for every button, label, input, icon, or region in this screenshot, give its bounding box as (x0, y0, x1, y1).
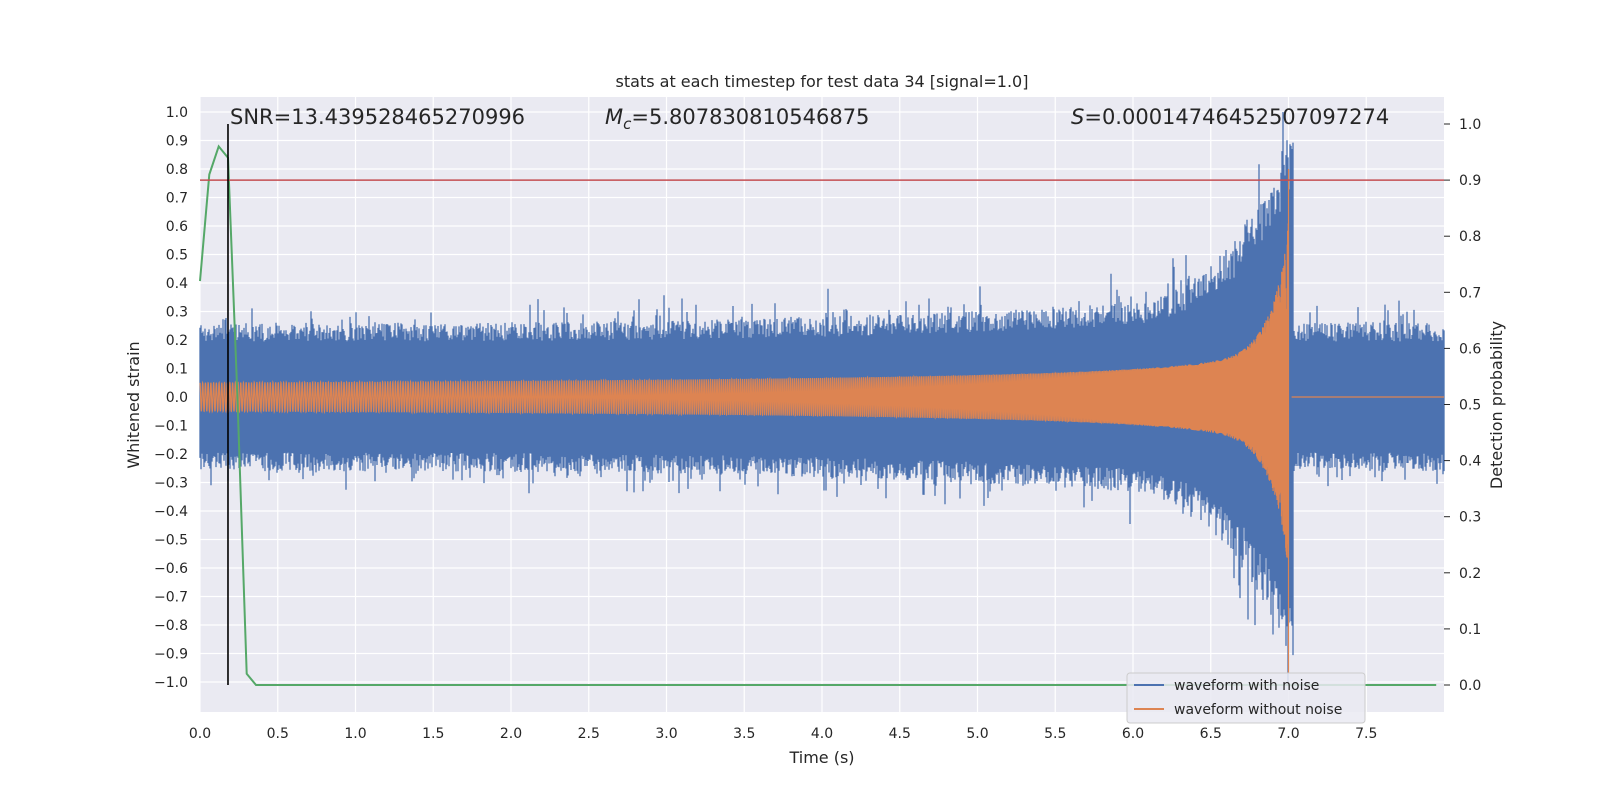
y-left-tick-label: −1.0 (154, 675, 188, 691)
x-tick-label: 3.0 (655, 726, 677, 742)
y-right-tick-label: 0.4 (1459, 454, 1481, 470)
mc-annotation: Mc=5.807830810546875 (605, 105, 869, 133)
y-left-tick-label: −0.6 (154, 561, 188, 577)
x-tick-label: 4.5 (889, 726, 911, 742)
x-tick-label: 0.0 (189, 726, 211, 742)
y-right-tick-label: 1.0 (1459, 117, 1481, 133)
mc-value: =5.807830810546875 (631, 105, 869, 129)
chart-title: stats at each timestep for test data 34 … (616, 72, 1029, 91)
series-detection-probability (199, 144, 1437, 686)
y-left-tick-label: 0.2 (166, 333, 188, 349)
mc-symbol: M (605, 105, 623, 129)
legend-label-clean: waveform without noise (1174, 702, 1342, 718)
legend-label-noise: waveform with noise (1174, 678, 1319, 694)
x-tick-label: 6.0 (1122, 726, 1144, 742)
x-tick-label: 4.0 (811, 726, 833, 742)
x-axis-label: Time (s) (788, 748, 854, 767)
y-left-tick-label: 0.8 (166, 162, 188, 178)
reference-lines (200, 124, 1444, 685)
x-tick-label: 6.5 (1200, 726, 1222, 742)
y-left-tick-label: 0.9 (166, 134, 188, 150)
y-left-tick-label: 0.6 (166, 219, 188, 235)
s-symbol: S (1071, 105, 1084, 129)
y-right-tick-label: 0.8 (1459, 229, 1481, 245)
clean-waveform-path (199, 169, 1444, 674)
y-right-tick-label: 0.5 (1459, 398, 1481, 414)
y-left-tick-label: −0.4 (154, 504, 188, 520)
ticks: 0.0 0.5 1.0 1.5 2.0 2.5 3.0 3.5 4.0 4.5 5.0 5.5 6.0 6… (154, 105, 1481, 742)
x-tick-label: 1.5 (422, 726, 444, 742)
y-left-tick-label: 1.0 (166, 105, 188, 121)
y-axis-left-label: Whitened strain (124, 341, 143, 468)
y-left-tick-label: 0.0 (166, 390, 188, 406)
y-axis-right-label: Detection probability (1487, 321, 1506, 489)
snr-annotation: SNR=13.439528465270996 (230, 105, 525, 129)
x-tick-label: 7.5 (1355, 726, 1377, 742)
x-tick-label: 2.0 (500, 726, 522, 742)
y-left-tick-label: −0.2 (154, 447, 188, 463)
y-left-tick-label: −0.7 (154, 590, 188, 606)
y-left-tick-label: 0.3 (166, 305, 188, 321)
y-left-tick-label: −0.1 (154, 419, 188, 435)
legend: waveform with noise waveform without noi… (1126, 672, 1366, 724)
mc-subscript: c (623, 115, 632, 133)
y-right-tick-label: 0.6 (1459, 341, 1481, 357)
y-right-tick-label: 0.2 (1459, 566, 1481, 582)
y-right-tick-label: 0.0 (1459, 678, 1481, 694)
y-left-tick-label: −0.8 (154, 618, 188, 634)
s-value: =0.00014746452507097274 (1084, 105, 1389, 129)
y-right-tick-label: 0.1 (1459, 622, 1481, 638)
y-left-tick-label: 0.4 (166, 276, 188, 292)
y-left-tick-label: −0.5 (154, 533, 188, 549)
s-annotation: S=0.00014746452507097274 (1071, 105, 1389, 129)
x-tick-label: 2.5 (578, 726, 600, 742)
y-left-tick-label: −0.3 (154, 476, 188, 492)
x-tick-label: 5.5 (1044, 726, 1066, 742)
y-left-tick-label: −0.9 (154, 647, 188, 663)
y-left-tick-label: 0.7 (166, 191, 188, 207)
y-right-tick-label: 0.7 (1459, 285, 1481, 301)
y-left-tick-label: 0.1 (166, 362, 188, 378)
legend-box (1126, 672, 1366, 724)
x-tick-label: 3.5 (733, 726, 755, 742)
x-tick-label: 7.0 (1277, 726, 1299, 742)
x-tick-label: 5.0 (966, 726, 988, 742)
series-waveform-without-noise (199, 169, 1444, 674)
y-right-tick-label: 0.3 (1459, 510, 1481, 526)
x-tick-label: 0.5 (267, 726, 289, 742)
y-right-tick-label: 0.9 (1459, 173, 1481, 189)
y-left-tick-label: 0.5 (166, 248, 188, 264)
detection-probability-line (199, 144, 1437, 686)
x-tick-label: 1.0 (344, 726, 366, 742)
